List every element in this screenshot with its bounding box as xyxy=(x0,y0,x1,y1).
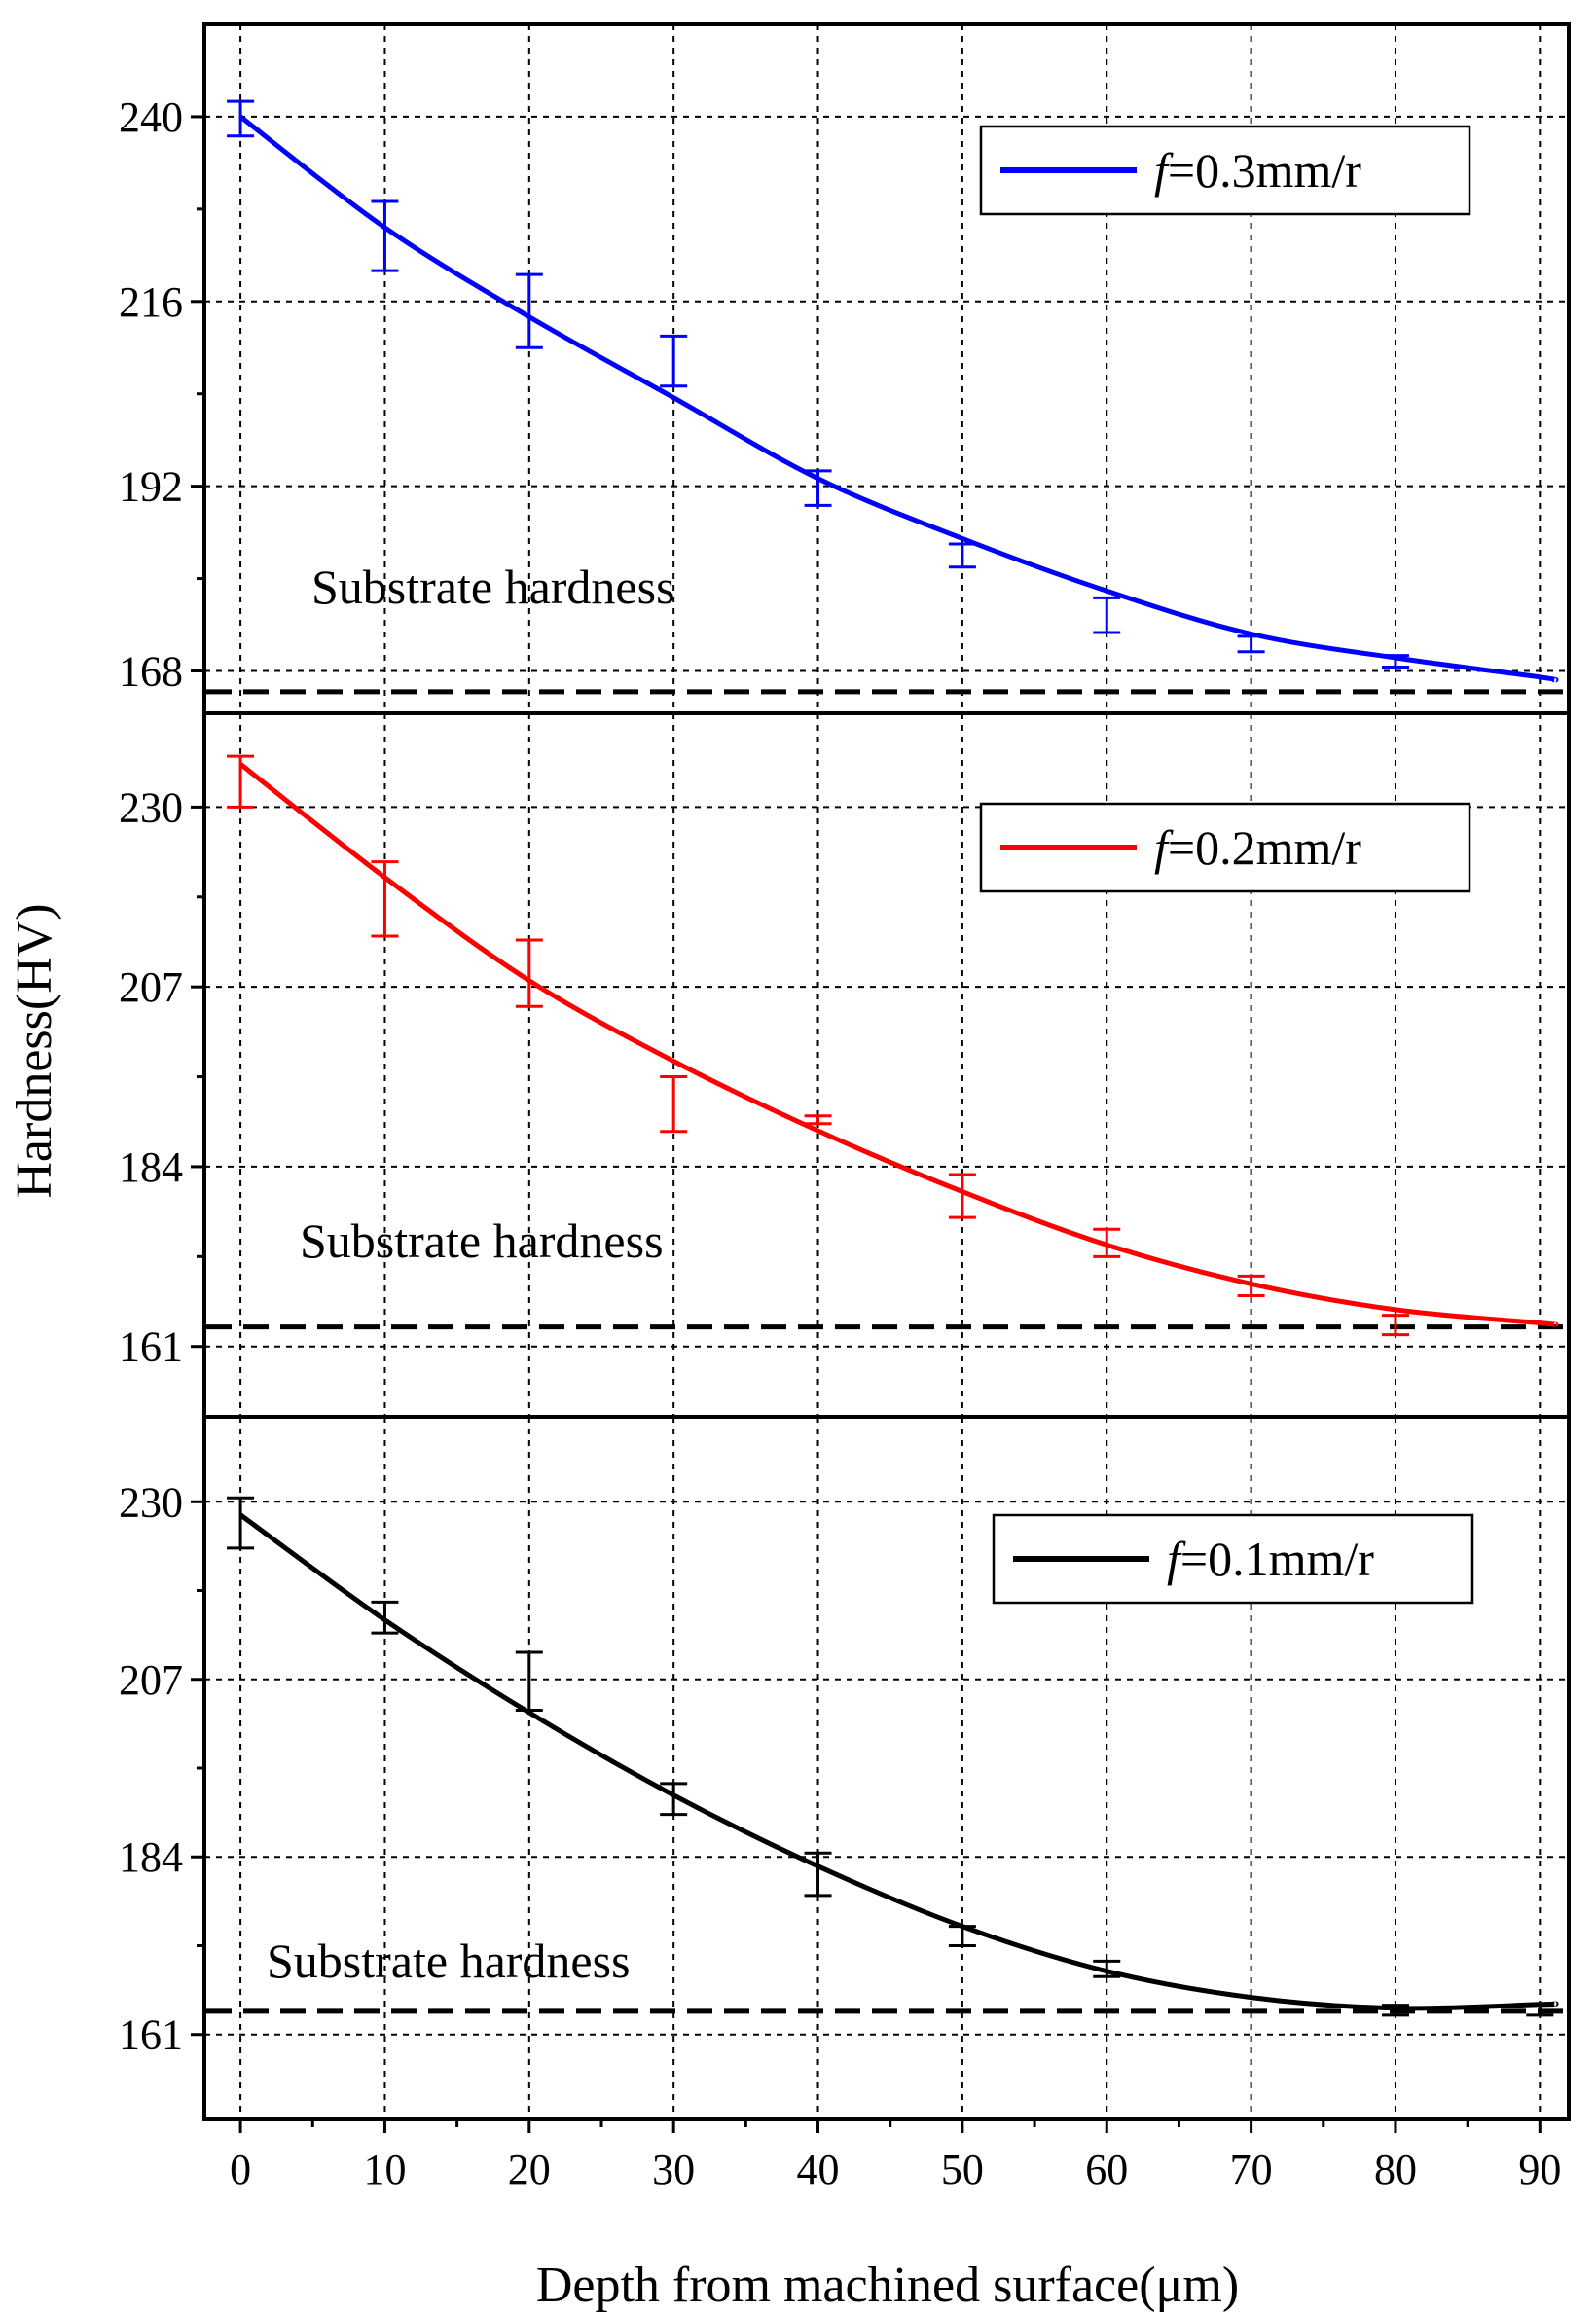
y-tick-label: 240 xyxy=(119,93,183,141)
panel-1: 168 192 216 240 Substrate hardness f=0.3mm/r xyxy=(119,22,1571,715)
y-tick-label: 207 xyxy=(119,963,183,1011)
x-axis: 0 10 20 30 40 50 60 70 80 90 xyxy=(230,2119,1561,2193)
substrate-label: Substrate hardness xyxy=(311,560,675,614)
y-tick-label: 168 xyxy=(119,647,183,695)
legend: f=0.3mm/r xyxy=(979,125,1471,216)
y-tick-label: 161 xyxy=(119,2011,183,2059)
y-tick-label: 192 xyxy=(119,463,183,511)
x-tick-label: 80 xyxy=(1374,2146,1417,2193)
x-tick-label: 90 xyxy=(1518,2146,1561,2193)
error-bar xyxy=(1381,654,1409,669)
x-tick-label: 10 xyxy=(363,2146,406,2193)
x-tick-label: 30 xyxy=(652,2146,695,2193)
y-tick-label: 184 xyxy=(119,1833,183,1881)
y-tick-label: 216 xyxy=(119,278,183,326)
legend-label: f=0.1mm/r xyxy=(1167,1532,1374,1586)
error-bar xyxy=(371,199,399,272)
substrate-label: Substrate hardness xyxy=(300,1213,664,1268)
panel-3: 161 184 207 230 Substrate hardness f=0.1mm/r xyxy=(119,1415,1571,2121)
error-bar xyxy=(804,469,832,507)
error-bar xyxy=(948,1925,976,1947)
x-tick-label: 0 xyxy=(230,2146,251,2193)
legend-label: f=0.3mm/r xyxy=(1154,143,1361,198)
legend: f=0.1mm/r xyxy=(992,1513,1474,1605)
fit-curve xyxy=(238,762,1559,1327)
substrate-label: Substrate hardness xyxy=(267,1934,631,1988)
error-bar xyxy=(804,1114,832,1126)
x-tick-label: 70 xyxy=(1230,2146,1273,2193)
error-bar xyxy=(1237,634,1265,654)
error-bar xyxy=(948,1173,976,1219)
y-tick-label: 230 xyxy=(119,1478,183,1526)
error-bar xyxy=(948,542,976,569)
x-tick-label: 60 xyxy=(1085,2146,1128,2193)
x-tick-label: 40 xyxy=(797,2146,840,2193)
y-tick-label: 161 xyxy=(119,1323,183,1371)
error-bar xyxy=(227,754,255,809)
error-bar xyxy=(1237,1274,1265,1297)
error-bar xyxy=(660,334,688,388)
error-bar xyxy=(515,1650,543,1712)
error-bar xyxy=(227,1496,255,1550)
error-bar xyxy=(515,272,543,349)
panel-frame xyxy=(202,1415,1571,2121)
x-axis-title: Depth from machined surface(μm) xyxy=(536,2258,1239,2313)
error-bar xyxy=(371,1600,399,1635)
error-bar xyxy=(227,99,255,138)
error-bar xyxy=(660,1075,688,1134)
error-bar xyxy=(1381,2004,1409,2017)
error-bar xyxy=(1093,1959,1121,1978)
error-bar xyxy=(1526,2004,1554,2017)
error-bar xyxy=(660,1782,688,1817)
legend-label: f=0.2mm/r xyxy=(1154,820,1361,875)
x-tick-label: 20 xyxy=(508,2146,551,2193)
y-tick-label: 184 xyxy=(119,1143,183,1191)
error-bar xyxy=(804,1851,832,1898)
y-axis-title: Hardness(HV) xyxy=(7,903,62,1198)
x-tick-label: 50 xyxy=(941,2146,984,2193)
error-bar xyxy=(1381,1314,1409,1337)
error-bar xyxy=(371,860,399,938)
error-bar xyxy=(515,938,543,1008)
legend: f=0.2mm/r xyxy=(979,802,1471,893)
error-bar xyxy=(1093,1227,1121,1258)
panel-2: 161 184 207 230 Substrate hardness f=0.2mm/r xyxy=(119,711,1571,1419)
y-tick-label: 230 xyxy=(119,783,183,831)
y-tick-label: 207 xyxy=(119,1656,183,1704)
error-bar xyxy=(1093,596,1121,634)
